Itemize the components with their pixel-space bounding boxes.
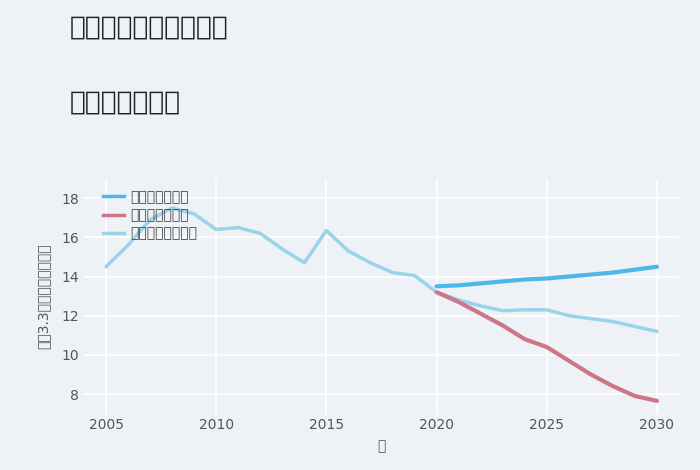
バッドシナリオ [542,344,551,350]
Line: バッドシナリオ: バッドシナリオ [437,292,657,401]
ノーマルシナリオ [146,217,154,223]
ノーマルシナリオ [389,270,397,275]
バッドシナリオ [521,337,529,342]
バッドシナリオ [498,322,507,328]
X-axis label: 年: 年 [377,439,386,454]
バッドシナリオ [653,398,662,404]
ノーマルシナリオ [366,260,375,266]
Text: 三重県鈴鹿市郡山町の: 三重県鈴鹿市郡山町の [70,14,229,40]
グッドシナリオ [498,279,507,284]
Legend: グッドシナリオ, バッドシナリオ, ノーマルシナリオ: グッドシナリオ, バッドシナリオ, ノーマルシナリオ [103,190,197,241]
バッドシナリオ [631,393,639,399]
バッドシナリオ [587,372,595,377]
ノーマルシナリオ [521,307,529,313]
Line: グッドシナリオ: グッドシナリオ [437,267,657,286]
グッドシナリオ [433,283,441,289]
ノーマルシナリオ [433,290,441,295]
ノーマルシナリオ [322,227,330,233]
ノーマルシナリオ [477,303,485,309]
グッドシナリオ [454,282,463,288]
ノーマルシナリオ [587,316,595,321]
グッドシナリオ [587,272,595,277]
Text: 土地の価格推移: 土地の価格推移 [70,89,181,115]
バッドシナリオ [454,299,463,305]
ノーマルシナリオ [168,205,176,211]
バッドシナリオ [609,384,617,389]
バッドシナリオ [433,290,441,295]
ノーマルシナリオ [234,225,242,230]
グッドシナリオ [653,264,662,270]
グッドシナリオ [521,277,529,282]
ノーマルシナリオ [609,319,617,324]
ノーマルシナリオ [631,324,639,329]
グッドシナリオ [477,281,485,286]
グッドシナリオ [631,267,639,273]
ノーマルシナリオ [300,260,309,266]
バッドシナリオ [565,358,573,364]
ノーマルシナリオ [410,273,419,278]
ノーマルシナリオ [124,243,132,248]
ノーマルシナリオ [454,297,463,303]
ノーマルシナリオ [542,307,551,313]
グッドシナリオ [609,270,617,275]
ノーマルシナリオ [278,246,286,252]
ノーマルシナリオ [565,313,573,319]
ノーマルシナリオ [102,264,110,270]
グッドシナリオ [565,274,573,279]
ノーマルシナリオ [653,329,662,334]
Line: ノーマルシナリオ: ノーマルシナリオ [106,208,657,331]
グッドシナリオ [542,275,551,281]
ノーマルシナリオ [212,227,220,232]
Y-axis label: 坪（3.3㎡）単価（万円）: 坪（3.3㎡）単価（万円） [36,243,50,349]
ノーマルシナリオ [256,231,265,236]
バッドシナリオ [477,311,485,317]
ノーマルシナリオ [498,308,507,313]
ノーマルシナリオ [344,248,353,254]
ノーマルシナリオ [190,211,198,217]
